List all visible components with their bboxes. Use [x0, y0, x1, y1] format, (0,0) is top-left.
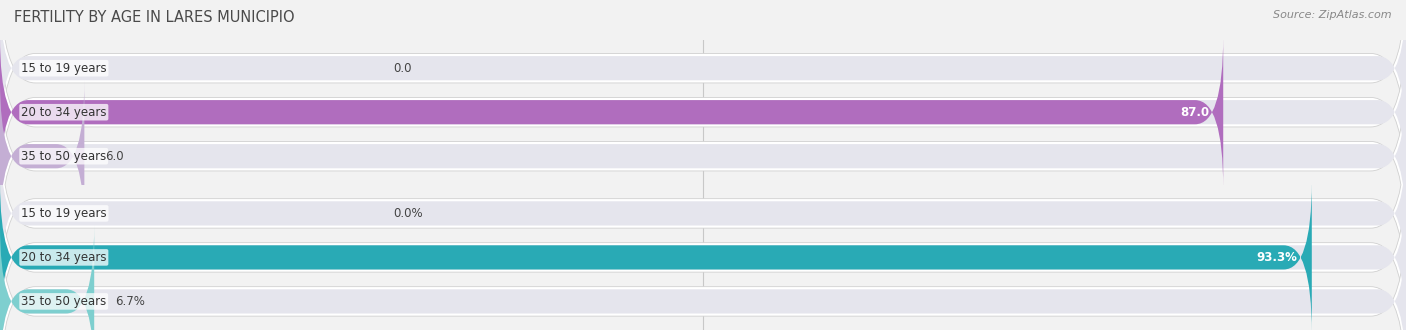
FancyBboxPatch shape — [0, 118, 1406, 309]
FancyBboxPatch shape — [0, 182, 1312, 330]
Text: FERTILITY BY AGE IN LARES MUNICIPIO: FERTILITY BY AGE IN LARES MUNICIPIO — [14, 10, 295, 25]
Text: 6.7%: 6.7% — [115, 295, 145, 308]
Text: 15 to 19 years: 15 to 19 years — [21, 207, 107, 220]
Text: 0.0%: 0.0% — [394, 207, 423, 220]
Text: 35 to 50 years: 35 to 50 years — [21, 295, 107, 308]
Text: 0.0: 0.0 — [394, 62, 412, 75]
Text: 87.0: 87.0 — [1180, 106, 1209, 119]
FancyBboxPatch shape — [0, 36, 1223, 188]
FancyBboxPatch shape — [0, 80, 84, 232]
Text: Source: ZipAtlas.com: Source: ZipAtlas.com — [1274, 10, 1392, 20]
Text: 93.3%: 93.3% — [1257, 251, 1298, 264]
FancyBboxPatch shape — [0, 225, 1406, 330]
Text: 15 to 19 years: 15 to 19 years — [21, 62, 107, 75]
FancyBboxPatch shape — [0, 182, 1406, 330]
FancyBboxPatch shape — [0, 80, 1406, 232]
Text: 20 to 34 years: 20 to 34 years — [21, 251, 107, 264]
FancyBboxPatch shape — [0, 0, 1406, 144]
FancyBboxPatch shape — [0, 206, 1406, 330]
FancyBboxPatch shape — [0, 225, 94, 330]
Text: 6.0: 6.0 — [105, 150, 124, 163]
FancyBboxPatch shape — [0, 36, 1406, 188]
FancyBboxPatch shape — [0, 0, 1406, 163]
FancyBboxPatch shape — [0, 162, 1406, 330]
FancyBboxPatch shape — [0, 61, 1406, 251]
Text: 35 to 50 years: 35 to 50 years — [21, 150, 107, 163]
Text: 20 to 34 years: 20 to 34 years — [21, 106, 107, 119]
FancyBboxPatch shape — [0, 138, 1406, 289]
FancyBboxPatch shape — [0, 17, 1406, 208]
